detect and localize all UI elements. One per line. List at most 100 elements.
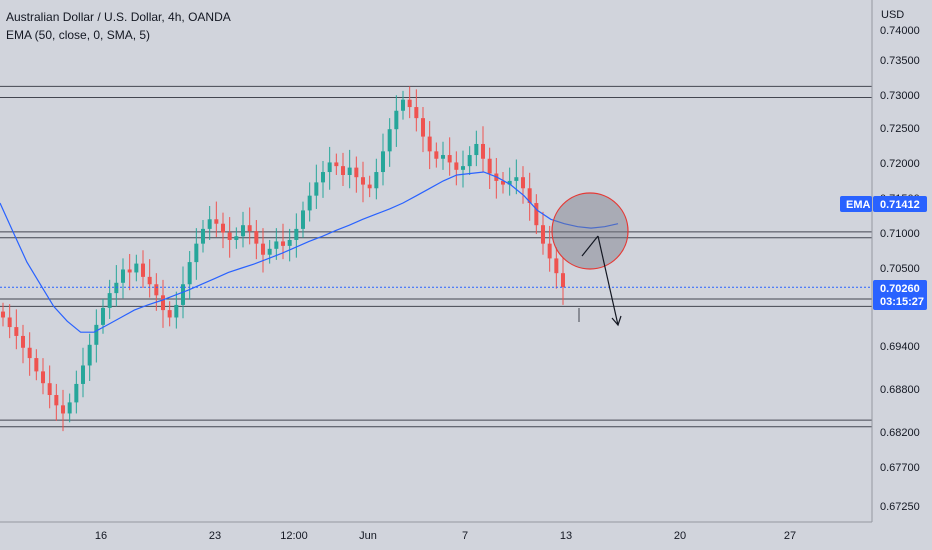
candle-39 — [261, 228, 265, 273]
ema-tag-label: EMA — [846, 199, 871, 211]
candle-60 — [401, 90, 405, 120]
candle-body — [161, 295, 165, 311]
time-axis[interactable]: 16 23 12:00 Jun 7 13 20 27 — [0, 521, 872, 542]
candle-body — [227, 232, 232, 240]
arrow-head — [611, 315, 622, 327]
y-tick-label: 0.67700 — [880, 462, 920, 474]
candle-body — [214, 219, 219, 224]
candle-body — [141, 263, 145, 277]
candle-body — [341, 166, 345, 175]
candle-body — [241, 225, 245, 237]
candle-body — [41, 371, 45, 384]
candle-body — [307, 195, 312, 211]
x-tick-label: 20 — [674, 530, 686, 542]
candle-body — [481, 143, 485, 159]
candle-12 — [81, 347, 85, 398]
candle-body — [87, 344, 92, 366]
x-tick-label: 12:00 — [280, 530, 308, 542]
candle-body — [107, 293, 112, 308]
candle-body — [27, 347, 32, 359]
candle-body — [127, 269, 132, 273]
candle-body — [254, 231, 259, 244]
candle-body — [101, 307, 105, 325]
candle-body — [474, 143, 479, 156]
x-tick-label: Jun — [359, 530, 377, 542]
candle-body — [207, 219, 212, 229]
candle-36 — [241, 211, 245, 248]
candle-65 — [434, 142, 439, 168]
candle-43 — [287, 228, 292, 262]
x-tick-label: 23 — [209, 530, 221, 542]
candle-9 — [61, 389, 65, 432]
candle-51 — [341, 152, 345, 187]
candle-84 — [561, 257, 565, 305]
candle-7 — [47, 365, 52, 409]
candle-76 — [507, 167, 512, 196]
candle-8 — [54, 383, 59, 421]
candle-body — [461, 166, 465, 170]
candle-31 — [207, 205, 212, 240]
candle-6 — [41, 358, 45, 395]
candle-body — [334, 162, 339, 167]
candle-26 — [174, 291, 179, 329]
candle-4 — [27, 332, 32, 376]
arrow-up-line — [581, 235, 599, 257]
candle-body — [381, 151, 385, 173]
candle-69 — [461, 150, 465, 188]
candle-57 — [381, 133, 385, 186]
candle-59 — [394, 95, 399, 147]
candle-body — [94, 324, 99, 345]
candle-24 — [161, 279, 165, 328]
candlesticks — [1, 86, 565, 432]
candle-body — [487, 158, 492, 174]
candle-body — [501, 180, 505, 185]
candle-body — [74, 383, 79, 403]
y-tick-label: 0.74000 — [880, 25, 920, 37]
candle-33 — [221, 212, 225, 249]
projection-arrows[interactable] — [578, 235, 622, 327]
candle-body — [21, 335, 25, 348]
candle-body — [327, 162, 332, 173]
candle-body — [301, 210, 305, 229]
candle-body — [247, 225, 252, 232]
highlight-circle[interactable] — [551, 192, 629, 270]
candle-13 — [87, 333, 92, 381]
ema-tag-value: 0.71412 — [880, 199, 920, 211]
candle-45 — [301, 201, 305, 238]
candle-body — [441, 155, 445, 159]
candle-70 — [467, 146, 472, 175]
candle-body — [267, 248, 272, 255]
candle-41 — [274, 228, 279, 260]
candle-body — [154, 284, 159, 296]
candle-71 — [474, 130, 479, 167]
y-tick-label: 0.68200 — [880, 427, 920, 439]
ema-tag: EMA 0.71412 — [840, 196, 927, 212]
y-tick-label: 0.73000 — [880, 90, 920, 102]
candle-52 — [347, 149, 352, 189]
candle-18 — [121, 258, 125, 299]
candle-3 — [21, 324, 25, 364]
price-axis[interactable]: 0.740000.735000.730000.725000.720000.715… — [871, 0, 932, 550]
candle-53 — [354, 156, 359, 193]
candle-44 — [294, 213, 299, 258]
candle-body — [314, 182, 319, 196]
candle-61 — [407, 86, 412, 119]
candle-81 — [541, 211, 545, 255]
candle-body — [387, 129, 392, 152]
x-tick-label: 16 — [95, 530, 107, 542]
candle-25 — [167, 301, 172, 327]
candle-37 — [247, 207, 252, 245]
candle-16 — [107, 279, 112, 319]
candle-body — [181, 284, 185, 305]
candle-body — [401, 99, 405, 111]
candle-79 — [527, 172, 532, 221]
candle-72 — [481, 126, 485, 173]
plot-area[interactable] — [0, 0, 872, 522]
candle-body — [194, 243, 199, 263]
candle-body — [547, 243, 552, 259]
candle-82 — [547, 225, 552, 272]
candle-body — [234, 236, 239, 240]
x-tick-label: 13 — [560, 530, 572, 542]
